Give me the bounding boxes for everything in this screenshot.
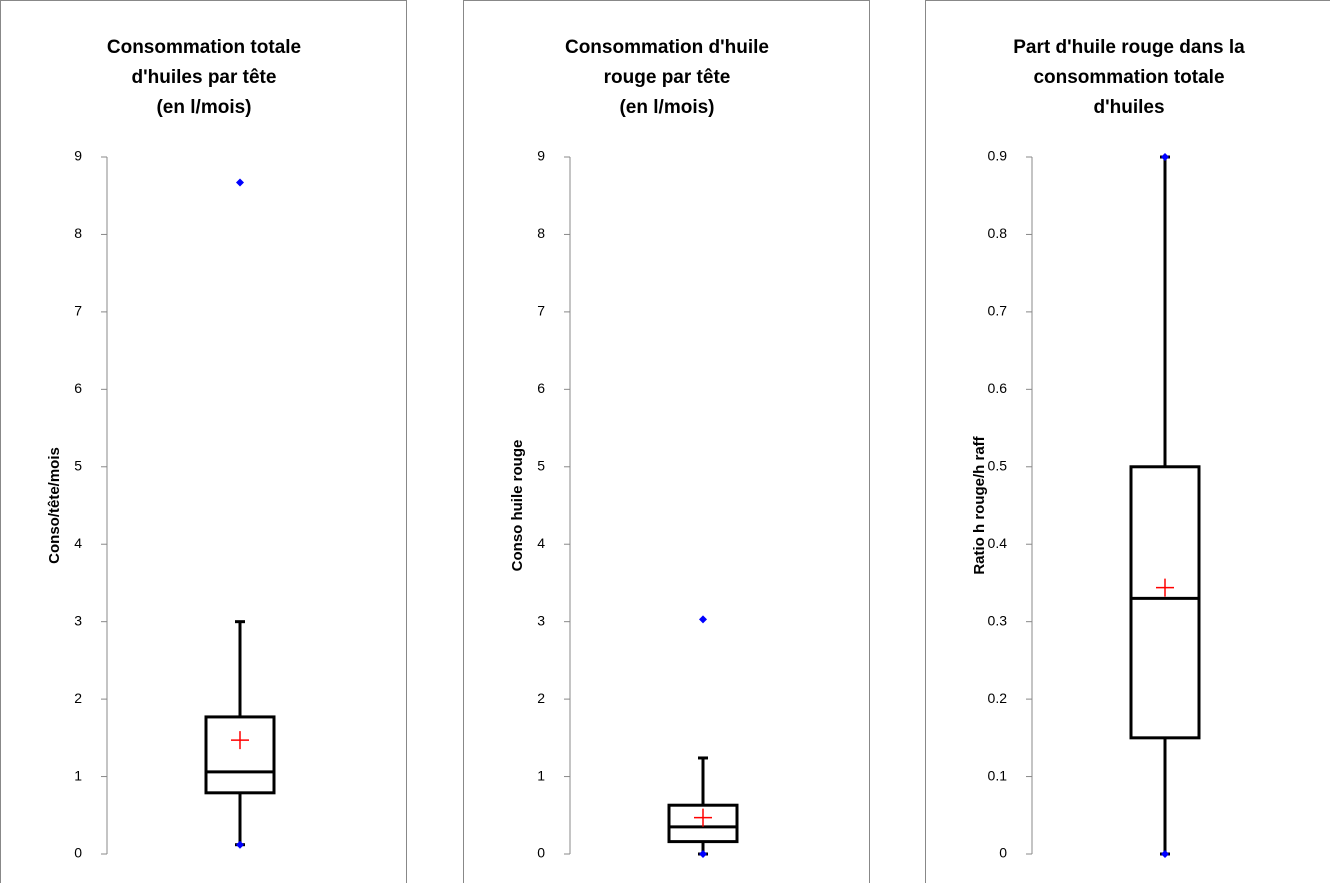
box bbox=[667, 803, 739, 844]
chart-title: rouge par tête bbox=[604, 67, 731, 88]
y-tick-label: 1 bbox=[74, 767, 82, 783]
y-tick-label: 3 bbox=[74, 612, 82, 628]
panel bbox=[463, 0, 870, 883]
y-tick-label: 4 bbox=[74, 535, 82, 551]
chart-title: d'huiles bbox=[1093, 97, 1164, 118]
mean-marker bbox=[231, 731, 249, 750]
chart-title: consommation totale bbox=[1033, 67, 1224, 88]
y-tick-label: 3 bbox=[537, 612, 545, 628]
y-tick-label: 5 bbox=[74, 457, 82, 473]
chart-title: (en l/mois) bbox=[156, 97, 251, 118]
y-tick-label: 0.7 bbox=[988, 303, 1008, 319]
chart-title: Consommation d'huile bbox=[565, 37, 769, 58]
y-tick-label: 6 bbox=[537, 380, 545, 396]
y-tick-label: 0.2 bbox=[988, 690, 1008, 706]
y-tick-label: 0.4 bbox=[988, 535, 1008, 551]
y-tick-label: 8 bbox=[537, 225, 545, 241]
y-tick-label: 0 bbox=[537, 845, 545, 861]
y-tick-label: 5 bbox=[537, 457, 545, 473]
y-axis-label: Conso/tête/mois bbox=[46, 447, 63, 564]
y-tick-label: 0 bbox=[999, 845, 1007, 861]
chart-title: Consommation totale bbox=[107, 37, 301, 58]
panel bbox=[0, 0, 407, 883]
y-tick-label: 7 bbox=[537, 303, 545, 319]
point bbox=[236, 840, 244, 849]
point bbox=[699, 850, 707, 858]
y-tick-label: 9 bbox=[537, 148, 545, 164]
y-axis-label: Ratio h rouge/h raff bbox=[971, 435, 988, 574]
chart-title: (en l/mois) bbox=[619, 97, 714, 118]
y-tick-label: 7 bbox=[74, 303, 82, 319]
y-tick-label: 0.5 bbox=[988, 457, 1008, 473]
y-tick-label: 2 bbox=[74, 690, 82, 706]
y-tick-label: 0 bbox=[74, 845, 82, 861]
y-tick-label: 2 bbox=[537, 690, 545, 706]
chart-title: Part d'huile rouge dans la bbox=[1013, 37, 1245, 58]
panel bbox=[925, 0, 1330, 883]
y-tick-label: 0.6 bbox=[988, 380, 1008, 396]
mean-marker bbox=[694, 808, 712, 827]
y-tick-label: 9 bbox=[74, 148, 82, 164]
box bbox=[204, 715, 276, 795]
y-tick-label: 8 bbox=[74, 225, 82, 241]
point bbox=[699, 615, 707, 624]
point bbox=[1161, 153, 1169, 161]
point bbox=[236, 178, 244, 187]
y-tick-label: 0.1 bbox=[988, 767, 1008, 783]
y-tick-label: 0.9 bbox=[988, 148, 1008, 164]
y-tick-label: 0.8 bbox=[988, 225, 1008, 241]
point bbox=[1161, 850, 1169, 858]
mean-marker bbox=[1156, 578, 1174, 597]
box bbox=[1129, 465, 1201, 740]
y-tick-label: 1 bbox=[537, 767, 545, 783]
y-tick-label: 4 bbox=[537, 535, 545, 551]
y-axis-label: Conso huile rouge bbox=[509, 440, 526, 572]
chart-title: d'huiles par tête bbox=[132, 67, 277, 88]
y-tick-label: 6 bbox=[74, 380, 82, 396]
y-tick-label: 0.3 bbox=[988, 612, 1008, 628]
